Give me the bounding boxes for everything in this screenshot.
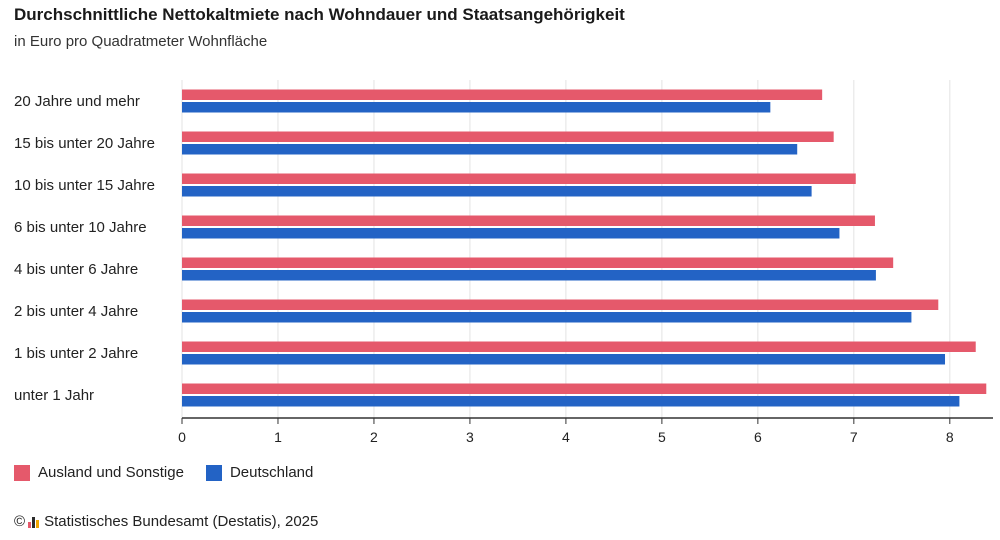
bar-foreign bbox=[182, 215, 875, 226]
bar-germany bbox=[182, 144, 798, 155]
bars bbox=[182, 89, 987, 407]
gridlines bbox=[181, 80, 951, 418]
bar-germany bbox=[182, 312, 912, 323]
bar-foreign bbox=[182, 299, 939, 310]
legend-label-germany: Deutschland bbox=[229, 464, 314, 481]
legend-item-foreign: Ausland und Sonstige bbox=[14, 464, 184, 481]
bar-germany bbox=[182, 186, 812, 197]
bar-foreign bbox=[182, 341, 976, 352]
x-tick-label: 3 bbox=[466, 429, 474, 445]
category-label: 2 bis unter 4 Jahre bbox=[14, 303, 138, 320]
category-label: 15 bis unter 20 Jahre bbox=[14, 135, 155, 152]
legend-item-germany: Deutschland bbox=[205, 464, 314, 481]
bar-germany bbox=[182, 270, 876, 281]
bar-foreign bbox=[182, 131, 834, 142]
bar-foreign bbox=[182, 173, 856, 184]
x-tick-label: 7 bbox=[850, 429, 858, 445]
x-tick-label: 6 bbox=[754, 429, 762, 445]
bar-foreign bbox=[182, 89, 823, 100]
bar-germany bbox=[182, 396, 960, 407]
bar-germany bbox=[182, 228, 840, 239]
source-text: Statistisches Bundesamt (Destatis), 2025 bbox=[44, 513, 319, 530]
category-label: unter 1 Jahr bbox=[14, 387, 94, 404]
chart-subtitle: in Euro pro Quadratmeter Wohnfläche bbox=[14, 33, 268, 50]
x-tick-label: 8 bbox=[946, 429, 954, 445]
category-label: 6 bis unter 10 Jahre bbox=[14, 219, 147, 236]
bar-germany bbox=[182, 102, 771, 113]
bar-foreign bbox=[182, 257, 894, 268]
bar-foreign bbox=[182, 383, 987, 394]
footer-source: © Statistisches Bundesamt (Destatis), 20… bbox=[14, 513, 318, 530]
x-tick-label: 1 bbox=[274, 429, 282, 445]
legend-label-foreign: Ausland und Sonstige bbox=[38, 464, 184, 481]
legend-swatch-germany bbox=[205, 464, 222, 481]
x-tick-label: 5 bbox=[658, 429, 666, 445]
destatis-logo-icon bbox=[28, 516, 40, 528]
legend: Ausland und Sonstige Deutschland bbox=[14, 464, 335, 481]
category-label: 20 Jahre und mehr bbox=[14, 93, 140, 110]
category-label: 4 bis unter 6 Jahre bbox=[14, 261, 138, 278]
x-axis-ticks: 0 1 2 3 4 5 6 7 8 bbox=[178, 418, 954, 445]
x-tick-label: 0 bbox=[178, 429, 186, 445]
category-label: 1 bis unter 2 Jahre bbox=[14, 345, 138, 362]
category-labels: 20 Jahre und mehr 15 bis unter 20 Jahre 10… bbox=[14, 93, 155, 404]
legend-swatch-foreign bbox=[14, 464, 30, 481]
bar-germany bbox=[182, 354, 946, 365]
x-tick-label: 4 bbox=[562, 429, 570, 445]
copyright-icon: © bbox=[14, 513, 26, 530]
chart-title: Durchschnittliche Nettokaltmiete nach Wo… bbox=[14, 5, 625, 24]
category-label: 10 bis unter 15 Jahre bbox=[14, 177, 155, 194]
x-tick-label: 2 bbox=[370, 429, 378, 445]
